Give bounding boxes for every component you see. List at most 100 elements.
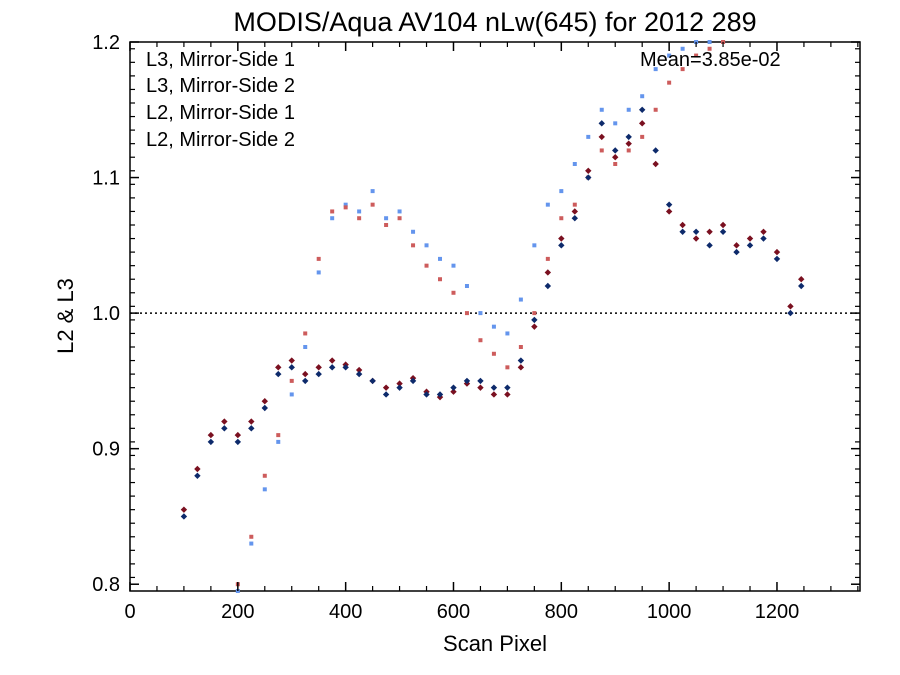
data-point [370, 202, 375, 207]
data-point [572, 162, 577, 166]
data-point [665, 201, 673, 208]
data-point [303, 331, 308, 336]
data-point [397, 209, 402, 214]
x-tick-label: 0 [124, 601, 135, 623]
data-point [194, 472, 201, 479]
data-point [438, 256, 443, 261]
legend-entry-l2-ms1: L2, Mirror-Side 1 [146, 102, 295, 124]
data-point [625, 133, 632, 141]
data-point [288, 364, 295, 371]
data-point [355, 366, 363, 374]
chart-title: MODIS/Aqua AV104 nLw(645) for 2012 289 [233, 7, 756, 37]
y-axis-label: L2 & L3 [53, 278, 78, 354]
x-tick-label: 800 [545, 601, 578, 623]
data-point [531, 316, 538, 324]
data-point [207, 431, 215, 439]
data-point [545, 256, 550, 261]
data-point [221, 425, 228, 432]
data-point [355, 370, 363, 378]
data-point [760, 228, 767, 235]
data-point [424, 243, 429, 248]
data-point [478, 311, 483, 316]
data-point [396, 380, 403, 387]
data-point [451, 263, 456, 268]
data-point [518, 345, 523, 349]
data-point [787, 303, 794, 310]
data-point [571, 215, 578, 222]
data-point [262, 487, 267, 492]
data-point [330, 209, 335, 214]
x-tick-label: 1000 [647, 601, 692, 623]
data-point [667, 80, 672, 85]
data-point [343, 202, 348, 207]
data-point [559, 189, 564, 194]
data-point [733, 242, 740, 249]
ticks-layer: 0 200 400 600 800 1000 1200 0.8 0.9 1.0 1.1 1.2 [92, 32, 860, 623]
y-tick-label: 1.2 [92, 32, 120, 54]
data-point [450, 388, 457, 395]
plot-area: 0 200 400 600 800 1000 1200 0.8 0.9 1.0 1.1 1.2 [92, 32, 861, 623]
points-layer [180, 40, 805, 593]
x-tick-label: 1200 [755, 601, 800, 623]
data-point [545, 202, 550, 207]
data-point [798, 282, 805, 290]
data-point [746, 242, 754, 249]
data-point [706, 228, 713, 235]
data-point [773, 255, 781, 263]
data-point [760, 235, 767, 242]
legend-entry-l3-ms1: L3, Mirror-Side 1 [146, 49, 295, 71]
data-point [679, 221, 686, 229]
data-point [409, 377, 417, 385]
data-point [289, 392, 294, 397]
data-point [613, 162, 618, 166]
data-point [423, 391, 430, 398]
data-point [640, 134, 645, 139]
data-point [652, 160, 659, 168]
plot-frame [129, 41, 861, 592]
data-point [477, 377, 484, 385]
data-point [719, 221, 727, 229]
legend-entry-l2-ms2: L2, Mirror-Side 2 [146, 129, 295, 151]
data-point [773, 248, 781, 256]
data-point [518, 297, 523, 302]
data-point [531, 323, 538, 330]
data-point [640, 94, 645, 99]
data-point [707, 46, 712, 51]
data-point [382, 384, 390, 391]
data-point [490, 384, 498, 391]
data-point [261, 404, 268, 412]
data-point [504, 391, 511, 398]
data-point [302, 377, 309, 385]
data-point [382, 391, 390, 398]
data-point [706, 242, 713, 249]
data-point [665, 208, 673, 215]
data-point [490, 391, 498, 398]
data-point [586, 134, 591, 139]
data-point [638, 120, 646, 127]
data-point [288, 357, 295, 364]
data-point [328, 357, 336, 364]
data-point [276, 433, 281, 438]
x-tick-label: 600 [437, 601, 470, 623]
data-point [303, 345, 308, 349]
data-point [315, 370, 322, 378]
data-point [450, 384, 457, 391]
data-point [517, 364, 525, 371]
data-point [328, 364, 336, 371]
data-point [302, 370, 309, 378]
data-point [249, 534, 254, 539]
data-point [559, 216, 564, 221]
data-point [180, 513, 188, 520]
data-point [275, 370, 282, 378]
data-point [491, 351, 496, 356]
data-point [343, 205, 348, 210]
data-point [221, 418, 228, 425]
data-point [194, 465, 201, 473]
data-point [436, 391, 444, 398]
data-point [248, 425, 255, 432]
x-tick-label: 200 [221, 601, 254, 623]
data-point [275, 364, 282, 371]
data-point [638, 106, 646, 113]
data-point [384, 216, 389, 221]
